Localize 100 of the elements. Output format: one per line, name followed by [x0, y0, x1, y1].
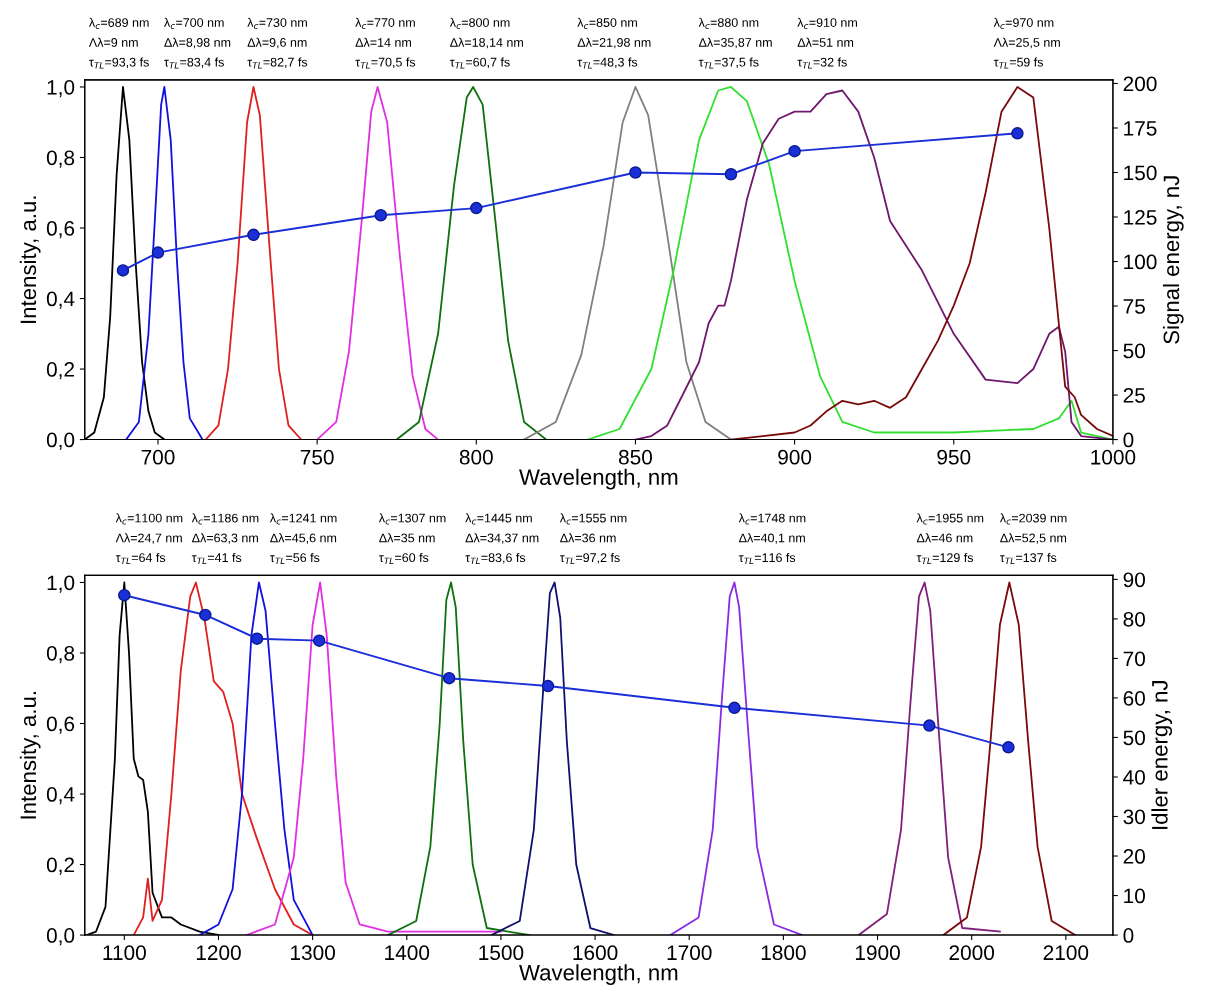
text: λ$_{c}$=1307 nm Δλ=35 nm τ$_{TL}$=60 fs — [378, 513, 446, 565]
y2-axis-title: Idler energy, nJ — [1151, 681, 1173, 829]
y2-tick-label: 0 — [1123, 432, 1134, 448]
line-series — [198, 581, 314, 936]
y-tick-label: 0,2 — [46, 362, 74, 380]
point — [728, 701, 741, 715]
y2-tick-label: 0 — [1123, 928, 1134, 943]
text: λ$_{c}$=800 nm Δλ=18,14 nm τ$_{TL}$=60,7 fs — [449, 17, 523, 69]
line-series — [942, 581, 1077, 936]
x-tick-label: 1400 — [385, 945, 430, 961]
x-tick-label: 2100 — [1043, 945, 1089, 961]
point — [250, 632, 264, 645]
text: λ$_{c}$=730 nm Δλ=9,6 nm τ$_{TL}$=82,7 fs — [247, 17, 308, 69]
y2-axis-title: Signal energy, nJ — [1162, 176, 1184, 344]
text: λ$_{c}$=689 nm Λλ=9 nm τ$_{TL}$=93,3 fs — [88, 17, 149, 69]
point — [116, 264, 130, 277]
line-series — [857, 581, 1001, 936]
y-tick-label: 0,6 — [46, 716, 75, 734]
y2-tick-label: 125 — [1124, 210, 1157, 225]
y2-tick-label: 75 — [1123, 299, 1145, 314]
y2-tick-label: 50 — [1123, 343, 1145, 359]
point — [151, 246, 165, 259]
point — [724, 168, 738, 181]
text: λ$_{c}$=1100 nm Λλ=24,7 nm τ$_{TL}$=64 fs — [115, 513, 183, 565]
text: λ$_{c}$=1241 nm Δλ=45,6 nm τ$_{TL}$=56 fs — [269, 513, 337, 565]
y2-tick-label: 70 — [1123, 651, 1145, 667]
y2-tick-label: 30 — [1123, 809, 1145, 825]
text: λ$_{c}$=1955 nm Δλ=46 nm τ$_{TL}$=129 fs — [916, 513, 984, 565]
y2-tick-label: 40 — [1123, 769, 1145, 785]
x-tick-label: 1500 — [479, 945, 524, 961]
y-tick-label: 0,4 — [46, 291, 75, 309]
point — [629, 166, 642, 179]
line-series — [669, 581, 804, 936]
point — [118, 588, 131, 602]
y2-tick-label: 100 — [1124, 254, 1157, 270]
y2-tick-label: 200 — [1123, 76, 1157, 92]
y-tick-label: 0,2 — [46, 857, 74, 875]
text: λ$_{c}$=880 nm Δλ=35,87 nm τ$_{TL}$=37,5 fs — [698, 17, 772, 69]
y2-tick-label: 150 — [1124, 165, 1157, 181]
text: λ$_{c}$=700 nm Δλ=8,98 nm τ$_{TL}$=83,4 fs — [164, 17, 231, 69]
x-axis-title: Wavelength, nm — [519, 964, 678, 985]
y-tick-label: 0,4 — [46, 787, 75, 805]
y2-tick-label: 90 — [1123, 572, 1145, 588]
text: λ$_{c}$=1555 nm Δλ=36 nm τ$_{TL}$=97,2 fs — [559, 513, 627, 565]
y-tick-label: 0,6 — [46, 221, 75, 239]
line-series — [132, 581, 314, 936]
text: λ$_{c}$=770 nm Δλ=14 nm τ$_{TL}$=70,5 fs — [355, 17, 416, 69]
y2-tick-label: 80 — [1123, 611, 1145, 627]
y2-tick-label: 60 — [1123, 690, 1145, 706]
y-tick-label: 0,0 — [46, 432, 75, 450]
point — [1002, 741, 1015, 754]
y-tick-label: 0,8 — [46, 150, 75, 168]
text: λ$_{c}$=1445 nm Δλ=34,37 nm τ$_{TL}$=83,6 fs — [465, 513, 539, 565]
x-tick-label: 950 — [937, 449, 971, 465]
line-series — [730, 86, 1113, 440]
point — [541, 679, 555, 693]
y2-tick-label: 10 — [1124, 888, 1145, 904]
point — [312, 634, 326, 647]
line-series — [490, 581, 615, 936]
text: λ$_{c}$=910 nm Δλ=51 nm τ$_{TL}$=32 fs — [797, 17, 857, 69]
line-series — [245, 581, 502, 936]
x-tick-label: 2000 — [949, 945, 995, 961]
text: λ$_{c}$=970 nm Λλ=25,5 nm τ$_{TL}$=59 fs — [993, 17, 1060, 69]
x-tick-label: 1600 — [573, 945, 618, 961]
x-tick-label: 850 — [618, 449, 653, 465]
y-tick-label: 0,8 — [46, 645, 75, 664]
text: λ$_{c}$=1748 nm Δλ=40,1 nm τ$_{TL}$=116 fs — [738, 513, 806, 565]
x-tick-label: 800 — [459, 449, 493, 465]
y-tick-label: 1,0 — [47, 79, 75, 98]
point — [247, 228, 260, 242]
x-tick-label: 700 — [141, 449, 175, 465]
point — [1011, 127, 1024, 140]
x-tick-label: 1800 — [761, 945, 806, 961]
x-tick-label: 1900 — [855, 945, 900, 961]
line-series — [204, 86, 303, 440]
point — [470, 201, 483, 215]
y2-tick-label: 20 — [1123, 849, 1145, 864]
y2-tick-label: 50 — [1123, 730, 1145, 746]
point — [442, 671, 456, 685]
point — [788, 144, 801, 158]
y-tick-label: 0,0 — [46, 928, 75, 946]
line-series — [395, 86, 548, 440]
x-tick-label: 900 — [778, 449, 812, 465]
line-series — [523, 86, 732, 440]
x-tick-label: 1700 — [667, 945, 712, 961]
point — [923, 719, 936, 732]
x-tick-label: 1100 — [103, 945, 146, 961]
y-axis-title: Intensity, a.u. — [19, 196, 41, 323]
text: λ$_{c}$=2039 nm Δλ=52,5 nm τ$_{TL}$=137 fs — [999, 513, 1067, 565]
text: λ$_{c}$=850 nm Δλ=21,98 nm τ$_{TL}$=48,3 fs — [577, 17, 651, 69]
x-axis-title: Wavelength, nm — [519, 468, 678, 490]
y2-tick-label: 25 — [1123, 388, 1145, 403]
text: λ$_{c}$=1186 nm Δλ=63,3 nm τ$_{TL}$=41 fs — [191, 513, 259, 565]
point — [199, 608, 212, 622]
y-axis-title: Intensity, a.u. — [19, 692, 41, 819]
x-tick-label: 1000 — [1091, 449, 1136, 465]
point — [374, 208, 388, 222]
y-tick-label: 1,0 — [47, 575, 75, 593]
x-tick-label: 750 — [300, 449, 334, 465]
y2-tick-label: 175 — [1124, 121, 1157, 136]
